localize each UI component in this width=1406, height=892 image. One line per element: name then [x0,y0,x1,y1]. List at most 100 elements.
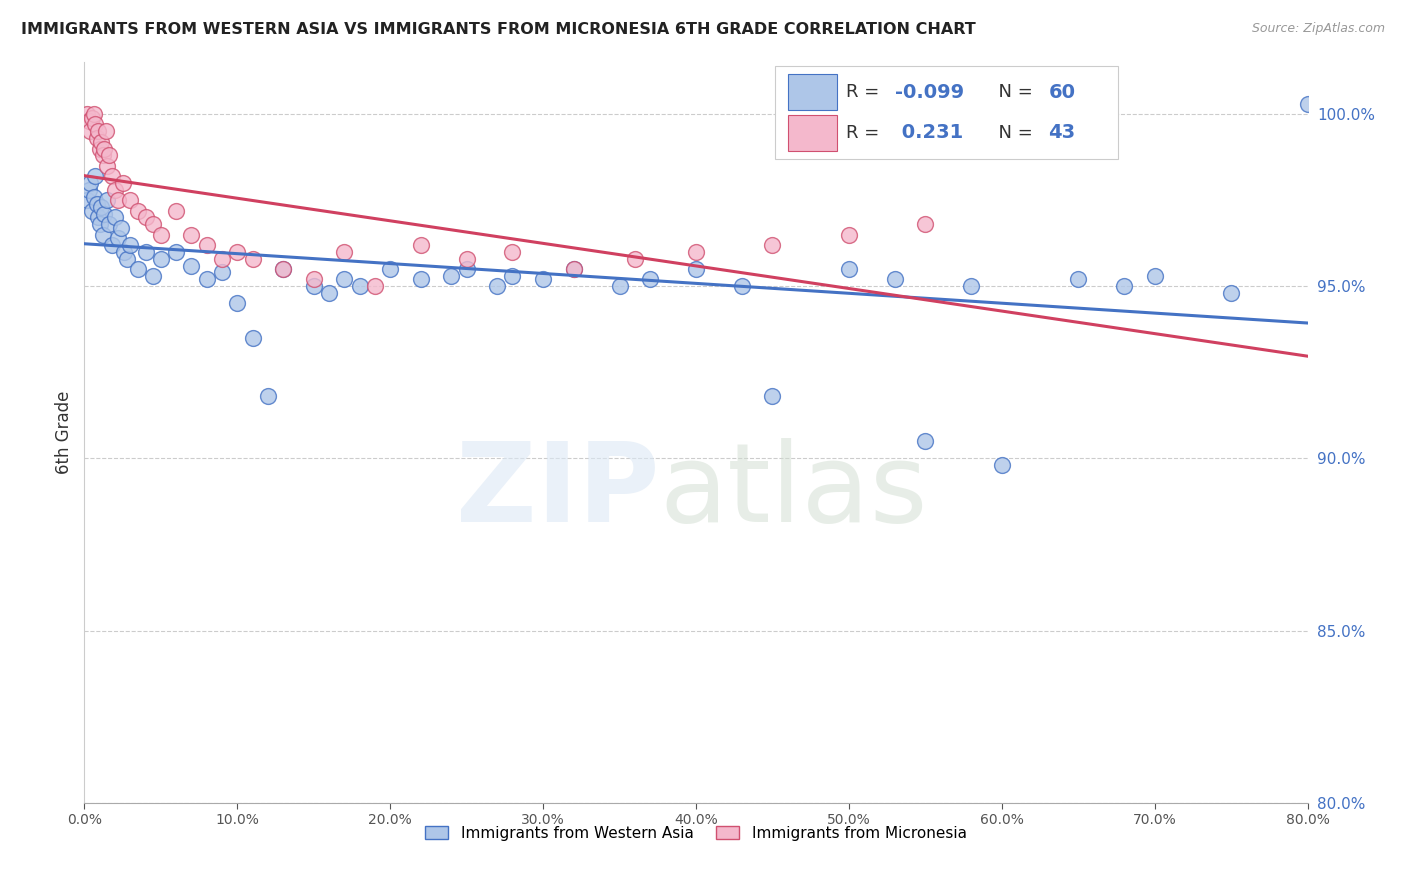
Point [96,193,118,207]
Point [333,244,356,259]
Point [107,193,129,207]
Point [127,262,149,277]
Point [502,268,524,283]
Point [502,244,524,259]
Point [883,272,905,286]
Point [562,262,585,277]
Point [76,193,98,207]
Point [93,142,115,156]
Point [76,107,98,121]
Point [135,211,157,225]
Point [90,200,112,214]
Point [94,124,117,138]
Text: atlas: atlas [659,438,928,545]
Point [364,279,387,293]
Point [80,203,103,218]
Point [960,279,983,293]
Bar [776,66,1118,159]
Bar [787,115,837,151]
Point [1220,286,1243,301]
Text: 60: 60 [1049,83,1076,102]
Point [624,252,647,266]
Point [211,265,233,279]
Point [87,124,110,138]
Point [90,135,112,149]
Point [609,279,631,293]
Point [685,244,707,259]
Point [83,107,105,121]
Point [87,211,110,225]
Point [120,193,142,207]
Point [638,272,661,286]
Point [84,117,107,131]
Point [1143,268,1166,283]
Point [380,262,402,277]
Point [86,196,108,211]
Point [107,231,129,245]
Point [1067,272,1090,286]
Text: N =: N = [987,83,1039,101]
Point [93,207,115,221]
Text: R =: R = [846,124,886,142]
Point [86,131,108,145]
Point [409,272,432,286]
Point [838,227,860,242]
Text: Source: ZipAtlas.com: Source: ZipAtlas.com [1251,22,1385,36]
Point [84,169,107,183]
Text: R =: R = [846,83,886,101]
Point [731,279,754,293]
Text: 0.231: 0.231 [896,123,963,143]
Point [89,142,111,156]
Point [83,190,105,204]
Bar [787,74,837,110]
Point [180,259,202,273]
Point [242,331,264,345]
Point [112,244,135,259]
Point [456,262,478,277]
Point [271,262,294,277]
Text: N =: N = [987,124,1039,142]
Point [349,279,371,293]
Point [97,217,120,231]
Text: -0.099: -0.099 [896,83,965,102]
Point [77,114,100,128]
Point [333,272,356,286]
Text: IMMIGRANTS FROM WESTERN ASIA VS IMMIGRANTS FROM MICRONESIA 6TH GRADE CORRELATION: IMMIGRANTS FROM WESTERN ASIA VS IMMIGRAN… [21,22,976,37]
Point [165,244,187,259]
Point [195,272,218,286]
Point [142,268,165,283]
Point [486,279,509,293]
Point [91,227,114,242]
Point [110,220,132,235]
Point [211,252,233,266]
Point [1114,279,1136,293]
Y-axis label: 6th Grade: 6th Grade [55,391,73,475]
Point [302,272,325,286]
Point [302,279,325,293]
Point [1296,96,1319,111]
Point [120,238,142,252]
Point [409,238,432,252]
Point [104,211,127,225]
Point [77,183,100,197]
Point [135,244,157,259]
Point [226,296,249,310]
Point [89,217,111,231]
Point [914,217,936,231]
Point [91,148,114,162]
Point [685,262,707,277]
Point [991,458,1014,473]
Point [180,227,202,242]
Point [318,286,340,301]
Point [761,238,783,252]
Point [165,203,187,218]
Point [79,124,101,138]
Point [562,262,585,277]
Point [142,217,165,231]
Point [80,111,103,125]
Point [242,252,264,266]
Point [838,262,860,277]
Point [456,252,478,266]
Point [531,272,554,286]
Text: ZIP: ZIP [456,438,659,545]
